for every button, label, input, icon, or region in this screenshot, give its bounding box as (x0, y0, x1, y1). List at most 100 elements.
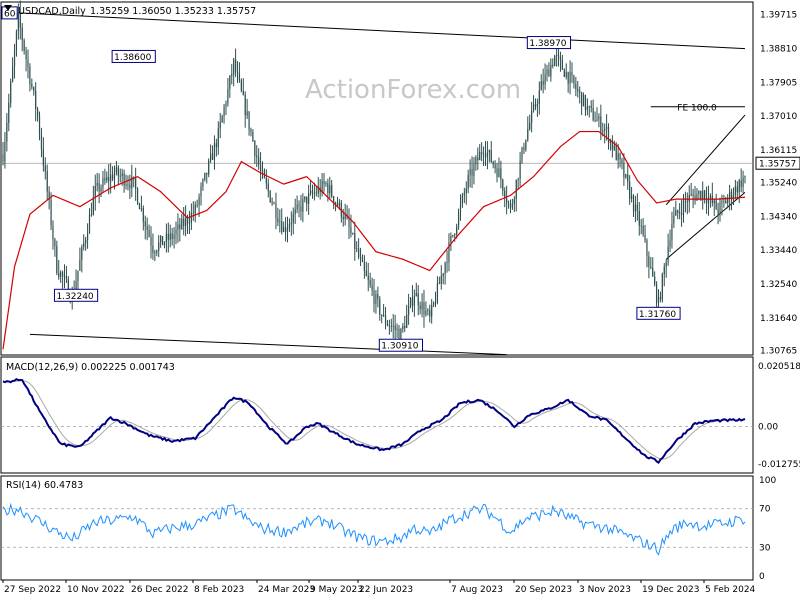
candle-body (488, 150, 490, 153)
candle-body (375, 294, 377, 304)
candle-body (531, 110, 533, 123)
candle-body (377, 294, 379, 300)
candle-body (313, 192, 316, 194)
candle-body (206, 172, 208, 175)
candle-body (454, 233, 456, 235)
candle-body (440, 275, 442, 284)
candle-body (446, 262, 448, 264)
candle-body (609, 140, 612, 143)
candle-body (102, 178, 104, 188)
candle-body (238, 73, 241, 81)
candle-body (457, 211, 460, 227)
candle-body (306, 196, 308, 204)
candle-body (21, 27, 23, 41)
candle-body (544, 74, 546, 85)
candle-body (171, 233, 173, 239)
price-tick-label: 1.32540 (760, 280, 797, 290)
candle-body (163, 242, 166, 246)
candle-body (8, 102, 10, 123)
candle-body (636, 204, 638, 211)
candle-body (215, 143, 217, 148)
candle-body (298, 204, 300, 206)
annotation-label: 1.32240 (56, 292, 93, 302)
annotation-box (53, 288, 99, 302)
candle-body (309, 190, 312, 193)
candle-body (344, 214, 346, 220)
candle-body (431, 304, 433, 317)
trendline-1 (29, 333, 507, 356)
candle-body (486, 152, 489, 158)
candle-body (358, 248, 360, 257)
candle-body (106, 176, 108, 181)
candle-body (598, 116, 600, 120)
candle-body (398, 328, 400, 340)
candle-body (500, 168, 502, 180)
x-tick-label: 9 May 2023 (310, 585, 363, 595)
candle-body (125, 184, 127, 186)
candle-body (667, 246, 669, 263)
rsi-tick-label: 70 (759, 505, 771, 515)
candle-body (244, 94, 246, 116)
candle-body (175, 229, 177, 235)
candle-body (729, 191, 731, 199)
candle-body (265, 177, 267, 184)
candle-body (738, 180, 740, 193)
candle-body (471, 169, 473, 176)
candle-body (317, 187, 319, 194)
candle-body (271, 202, 273, 204)
candle-body (534, 104, 537, 107)
candle-body (575, 83, 577, 90)
candle-body (548, 69, 550, 77)
candle-body (461, 195, 464, 205)
candle-body (63, 275, 66, 277)
candle-body (413, 296, 415, 306)
candle-body (596, 119, 598, 122)
candle-body (654, 276, 656, 285)
candle-body (290, 222, 292, 225)
candle-body (546, 69, 548, 75)
rsi-tick-label: 30 (759, 543, 771, 553)
candle-body (208, 160, 210, 175)
candle-body (286, 227, 289, 232)
candle-body (240, 80, 242, 91)
candle-body (650, 266, 652, 268)
macd-panel (2, 377, 746, 464)
candle-body (694, 195, 696, 201)
candle-body (354, 233, 356, 249)
candle-body (571, 71, 573, 76)
triangle-down-icon[interactable] (4, 5, 12, 11)
candle-body (85, 239, 87, 244)
candle-body (133, 176, 135, 178)
candle-body (379, 299, 381, 315)
candle-body (523, 147, 525, 150)
candle-body (629, 181, 631, 199)
candle-body (607, 126, 610, 143)
candle-body (185, 217, 187, 226)
candle-body (481, 152, 483, 154)
candle-body (442, 273, 444, 276)
candle-body (479, 152, 481, 161)
rsi-title: RSI(14) 60.4783 (6, 480, 83, 491)
trendlines (18, 12, 746, 356)
candle-body (717, 209, 719, 215)
candle-body (561, 59, 563, 70)
candle-body (504, 190, 506, 199)
candle-body (604, 129, 606, 131)
candle-body (15, 31, 18, 50)
candle-body (617, 153, 619, 160)
candle-body (177, 224, 179, 230)
candle-body (12, 66, 14, 82)
candle-body (384, 315, 387, 324)
annotation-label: 1.30910 (381, 342, 418, 352)
candle-body (183, 218, 185, 226)
candle-body (196, 204, 198, 206)
candle-body (2, 154, 4, 162)
candle-body (469, 169, 471, 176)
candle-body (563, 69, 565, 77)
candle-body (154, 252, 156, 254)
candle-body (83, 243, 85, 247)
candle-body (308, 192, 310, 204)
candle-body (713, 200, 715, 204)
candle-body (361, 258, 364, 262)
candle-body (573, 75, 575, 84)
